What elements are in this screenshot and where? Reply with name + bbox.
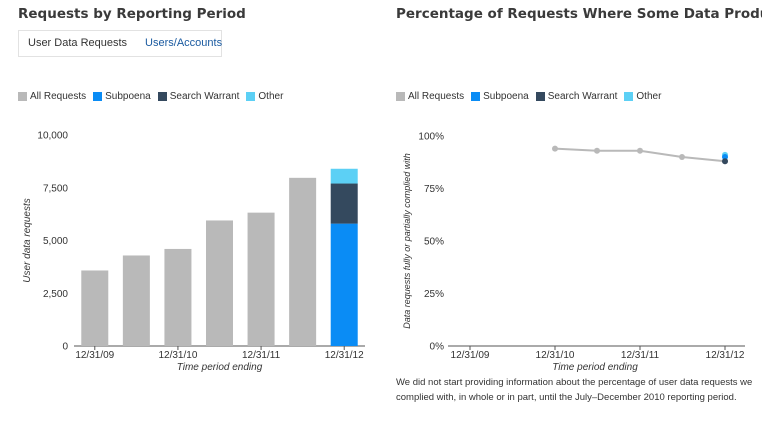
legend-swatch [535, 92, 545, 101]
x-tick-label: 12/31/12 [325, 350, 364, 361]
bar [164, 248, 192, 346]
legend-item-subpoena[interactable]: Subpoena [93, 91, 151, 102]
data-point [594, 147, 600, 154]
data-point [722, 158, 728, 165]
x-tick-label: 12/31/11 [621, 350, 660, 361]
x-tick-label: 12/31/09 [75, 350, 114, 361]
y-tick-label: 75% [424, 184, 444, 195]
data-point [679, 154, 685, 160]
x-tick-label: 12/31/09 [451, 350, 490, 361]
bar-chart: 0 2,500 5,000 7,500 10,000 12/31/09 12/31/10 12… [22, 131, 365, 373]
legend-item-other[interactable]: Other [246, 91, 283, 102]
left-panel-title: Requests by Reporting Period [18, 6, 246, 22]
right-panel-title: Percentage of Requests Where Some Data P… [396, 6, 762, 22]
bar [122, 255, 150, 346]
y-tick-label: 0 [62, 342, 68, 353]
legend-label: All Requests [30, 91, 87, 102]
legend-label: Search Warrant [547, 91, 618, 102]
legend-item-search-warrant[interactable]: Search Warrant [535, 91, 618, 102]
legend-swatch [396, 92, 405, 101]
data-point [552, 145, 558, 152]
y-tick-label: 25% [424, 289, 444, 300]
tab-users-accounts[interactable]: Users/Accounts [145, 37, 223, 49]
y-tick-label: 2,500 [43, 289, 68, 300]
data-point [637, 147, 643, 154]
bar [206, 220, 233, 346]
y-tick-label: 0% [430, 342, 445, 353]
x-axis-title: Time period ending [552, 362, 638, 373]
y-axis-title: Data requests fully or partially complie… [402, 153, 412, 329]
legend-item-subpoena[interactable]: Subpoena [471, 91, 529, 102]
legend-label: All Requests [408, 91, 465, 102]
y-tick-label: 7,500 [43, 183, 68, 194]
legend-item-search-warrant[interactable]: Search Warrant [157, 91, 240, 102]
y-axis-title: User data requests [22, 198, 33, 283]
y-tick-label: 5,000 [43, 236, 68, 247]
legend-label: Subpoena [105, 91, 151, 102]
x-tick-label: 12/31/12 [706, 350, 745, 361]
legend-swatch [18, 92, 27, 101]
x-tick-label: 12/31/10 [158, 350, 197, 361]
right-legend: All Requests Subpoena Search Warrant Oth… [396, 91, 668, 102]
bar [247, 212, 275, 346]
compliance-footnote: We did not start providing information a… [396, 377, 753, 403]
y-tick-label: 100% [418, 132, 444, 143]
x-tick-label: 12/31/11 [242, 350, 281, 361]
bar [330, 168, 358, 184]
legend-item-all-requests[interactable]: All Requests [396, 91, 464, 102]
legend-label: Other [258, 91, 284, 102]
legend-swatch [246, 92, 256, 101]
x-axis-title: Time period ending [177, 362, 263, 373]
left-legend: All Requests Subpoena Search Warrant Oth… [18, 91, 290, 102]
bar [289, 177, 317, 346]
bar [81, 270, 109, 346]
bar [330, 223, 358, 346]
y-tick-label: 50% [424, 237, 444, 248]
bar [330, 183, 358, 224]
legend-swatch [157, 92, 167, 101]
legend-label: Subpoena [483, 91, 529, 102]
legend-swatch [471, 92, 481, 101]
legend-swatch [93, 92, 103, 101]
legend-label: Other [636, 91, 662, 102]
data-point [722, 154, 728, 160]
x-tick-label: 12/31/10 [536, 350, 575, 361]
y-tick-label: 10,000 [37, 131, 68, 142]
tab-user-data-requests[interactable]: User Data Requests [28, 37, 128, 49]
legend-item-all-requests[interactable]: All Requests [18, 91, 86, 102]
legend-label: Search Warrant [169, 91, 240, 102]
legend-item-other[interactable]: Other [624, 91, 661, 102]
tab-bar: User Data Requests Users/Accounts [18, 30, 222, 57]
legend-swatch [624, 92, 634, 101]
